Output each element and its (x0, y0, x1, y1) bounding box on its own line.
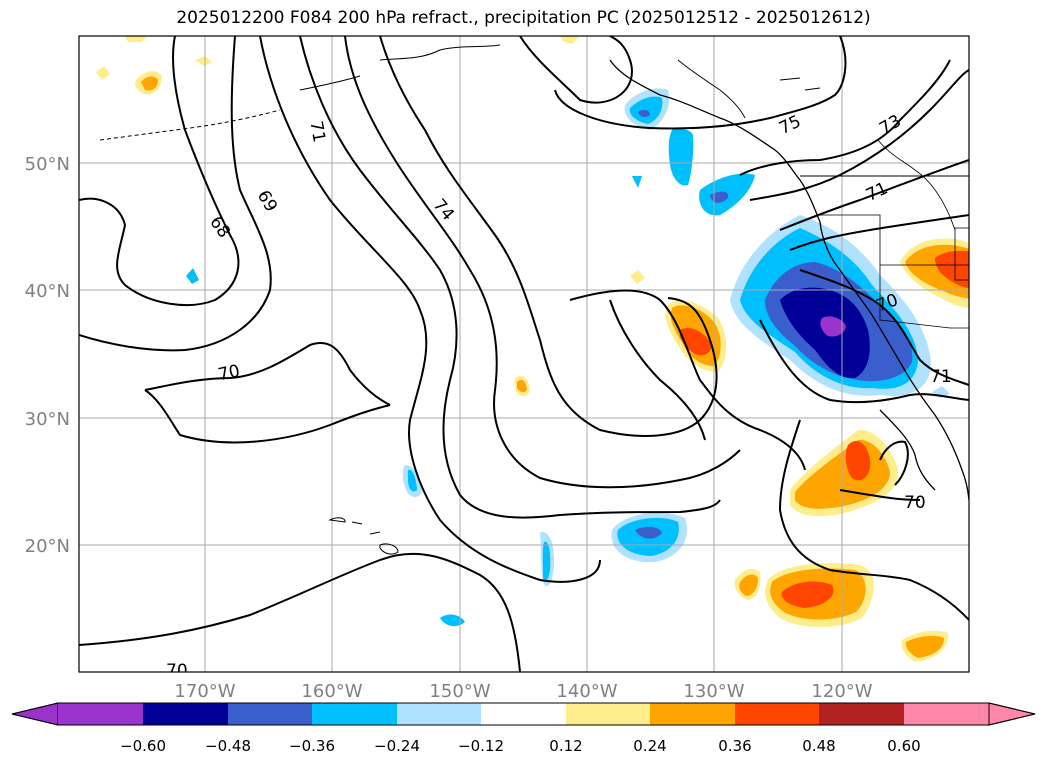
lat-label: 30°N (25, 409, 70, 430)
contour-label: 70 (904, 493, 926, 513)
colorbar-segment (904, 703, 989, 725)
graticule (79, 36, 969, 672)
contour-label: 71 (305, 119, 328, 144)
colorbar-segment (819, 703, 904, 725)
colorbar-segment (397, 703, 481, 725)
lon-label: 120°W (811, 681, 872, 702)
map-frame (78, 35, 970, 673)
contour-label: 71 (930, 367, 952, 387)
colorbar-tick: −0.48 (205, 737, 251, 755)
colorbar-tick: 0.12 (549, 737, 582, 755)
colorbar-tick: −0.60 (120, 737, 166, 755)
colorbar-tick: −0.24 (374, 737, 420, 755)
lon-label: 130°W (683, 681, 744, 702)
colorbar-segment (735, 703, 819, 725)
colorbar-segment (143, 703, 228, 725)
colorbar-segment (228, 703, 312, 725)
colorbar-segment (312, 703, 397, 725)
contour-label: 70 (216, 361, 241, 385)
lat-label: 40°N (25, 281, 70, 302)
colorbar-tick: 0.36 (718, 737, 751, 755)
colorbar-extend-left (11, 702, 59, 726)
lat-label: 50°N (25, 154, 70, 175)
lon-label: 140°W (556, 681, 617, 702)
coastlines (99, 44, 969, 555)
colorbar-tick: 0.24 (633, 737, 666, 755)
contour-label: 70 (166, 661, 188, 681)
colorbar-tick: 0.48 (802, 737, 835, 755)
colorbar-segment (650, 703, 735, 725)
lon-label: 160°W (301, 681, 362, 702)
colorbar-segment (58, 703, 143, 725)
colorbar-extend-right (988, 702, 1036, 726)
colorbar-tick: 0.60 (887, 737, 920, 755)
colorbar-tick: −0.36 (289, 737, 335, 755)
map-title: 2025012200 F084 200 hPa refract., precip… (176, 8, 871, 28)
refractivity-contours (79, 36, 969, 672)
colorbar: −0.60 −0.48 −0.36 −0.24 −0.12 0.12 0.24 … (11, 702, 1036, 755)
colorbar-segment (566, 703, 650, 725)
colorbar-tick: −0.12 (458, 737, 504, 755)
lon-label: 150°W (429, 681, 490, 702)
colorbar-segment (481, 703, 566, 725)
lon-label: 170°W (174, 681, 235, 702)
lat-label: 20°N (25, 536, 70, 557)
